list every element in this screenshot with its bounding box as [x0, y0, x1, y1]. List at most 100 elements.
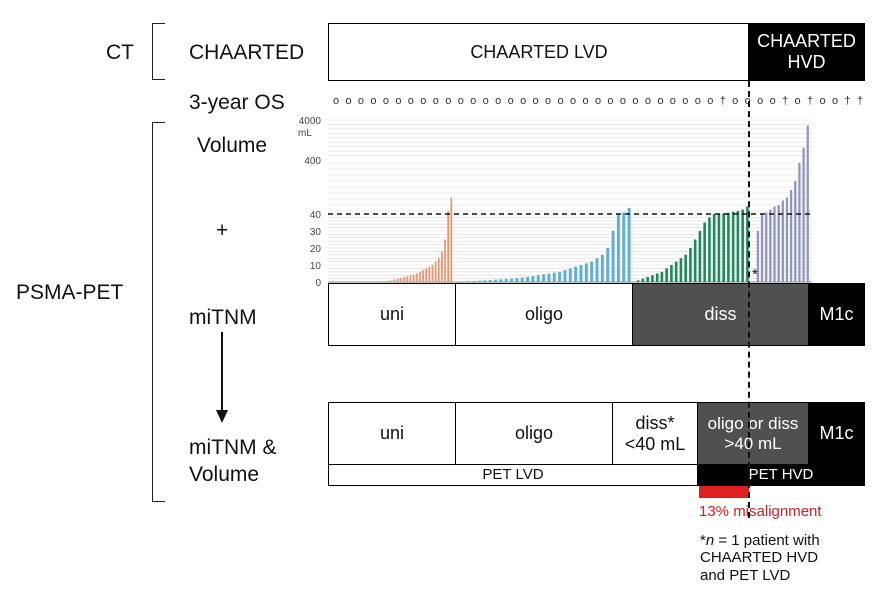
os-survivor-marker: o — [682, 95, 689, 107]
label-psma-pet: PSMA-PET — [16, 281, 124, 304]
bar-uni — [384, 281, 387, 282]
bar-oligo — [499, 279, 503, 282]
bar-diss — [722, 213, 725, 282]
chaarted-hvd-label-1: CHAARTED — [757, 31, 856, 52]
label-volume: Volume — [197, 134, 268, 157]
bar-uni — [403, 276, 406, 282]
os-survivor-marker: o — [831, 95, 839, 107]
bar-oligo — [622, 212, 626, 282]
bar-diss — [746, 206, 749, 282]
asterisk-mark: * — [752, 266, 758, 283]
bar-uni — [419, 271, 421, 282]
bar-oligo — [536, 275, 540, 282]
bar-oligo — [584, 263, 588, 282]
y-tick-label: 400 — [304, 156, 321, 167]
os-survivor-marker: o — [732, 95, 739, 107]
chaarted-lvd-label: CHAARTED LVD — [470, 41, 608, 62]
os-survivor-marker: o — [457, 95, 464, 107]
bar-oligo — [488, 279, 492, 282]
combined-diss-lt40-label-1: diss* — [635, 412, 675, 433]
bar-m1c — [760, 214, 764, 282]
mitnm-m1c-label: M1c — [819, 304, 854, 325]
bar-diss — [717, 213, 721, 282]
bar-oligo — [552, 272, 556, 282]
bar-diss — [731, 211, 735, 282]
bar-diss — [736, 211, 740, 282]
bar-uni — [406, 276, 409, 282]
os-survivor-marker: o — [632, 95, 639, 107]
bar-diss — [674, 261, 678, 282]
bar-diss — [693, 239, 697, 282]
bar-uni — [437, 258, 440, 282]
os-survivor-marker: o — [594, 95, 602, 107]
os-survivor-marker: o — [707, 95, 714, 107]
combined-diss-lt40-box: diss* <40 mL — [612, 402, 698, 465]
os-survivor-marker: o — [545, 95, 552, 107]
os-death-marker: † — [807, 95, 814, 107]
os-survivor-marker: o — [557, 95, 564, 107]
footnote-line-2: CHAARTED HVD — [700, 549, 819, 567]
bar-m1c — [781, 200, 784, 282]
os-survivor-marker: o — [445, 95, 452, 107]
y-tick-label: 4000 — [299, 116, 322, 127]
pet-hvd-label: PET HVD — [748, 466, 814, 484]
os-survivor-marker: o — [407, 95, 414, 107]
pet-hvd-box: PET HVD — [697, 464, 865, 486]
os-survivor-marker: o — [395, 95, 402, 107]
os-survivor-marker: o — [744, 95, 751, 107]
bar-uni — [390, 280, 393, 282]
combined-m1c-box: M1c — [808, 402, 865, 465]
label-mitnm-volume-2: Volume — [189, 463, 260, 486]
combined-m1c-label: M1c — [819, 423, 854, 444]
y-tick-label: 20 — [310, 244, 322, 255]
bar-diss — [655, 273, 659, 282]
os-survivor-marker: o — [669, 95, 676, 107]
bar-oligo — [600, 254, 604, 282]
bar-oligo — [531, 276, 535, 282]
mitnm-uni-label: uni — [379, 304, 405, 325]
bar-oligo — [542, 274, 546, 282]
combined-oligo-diss-gt40-box: oligo or diss >40 mL — [697, 402, 809, 465]
bar-diss — [651, 275, 654, 282]
mitnm-m1c-box: M1c — [808, 283, 865, 346]
os-survivor-marker: o — [507, 95, 514, 107]
footnote-line-1: *n = 1 patient with — [700, 532, 820, 549]
bar-oligo — [590, 261, 594, 282]
combined-oligo-diss-gt40-label-1: oligo or diss — [707, 413, 799, 433]
bar-diss — [712, 214, 716, 282]
bar-diss — [741, 209, 744, 282]
os-death-marker: † — [844, 95, 851, 107]
os-survivor-marker: o — [520, 95, 527, 107]
os-survivor-marker: o — [370, 95, 377, 107]
y-axis-unit-label: mL — [298, 128, 312, 139]
os-survivor-marker: o — [357, 95, 364, 107]
pet-lvd-label: PET LVD — [482, 466, 544, 484]
alignment-dashed-line — [748, 81, 750, 518]
bar-m1c — [798, 163, 801, 282]
bar-m1c — [794, 181, 797, 282]
os-survivor-marker: o — [657, 95, 664, 107]
label-3year-os: 3-year OS — [189, 91, 285, 114]
os-survivor-marker: o — [607, 95, 614, 107]
os-survivor-marker: o — [569, 95, 577, 107]
bar-uni — [409, 275, 412, 282]
bar-diss — [670, 265, 673, 282]
bar-diss — [708, 217, 711, 282]
os-survivor-marker: o — [482, 95, 489, 107]
chaarted-hvd-box: CHAARTED HVD — [748, 23, 865, 81]
bar-oligo — [568, 268, 572, 282]
os-survivor-marker: o — [382, 95, 389, 107]
bar-uni — [425, 268, 428, 282]
bar-oligo — [483, 280, 487, 282]
bar-oligo — [579, 265, 583, 282]
y-tick-label: 30 — [310, 227, 322, 238]
bar-diss — [703, 222, 706, 282]
bar-diss — [698, 231, 702, 282]
bar-uni — [400, 277, 402, 282]
bar-diss — [727, 212, 730, 282]
bar-uni — [444, 239, 446, 282]
bar-oligo — [627, 208, 631, 282]
bar-oligo — [611, 231, 615, 282]
combined-uni-box: uni — [328, 402, 456, 465]
